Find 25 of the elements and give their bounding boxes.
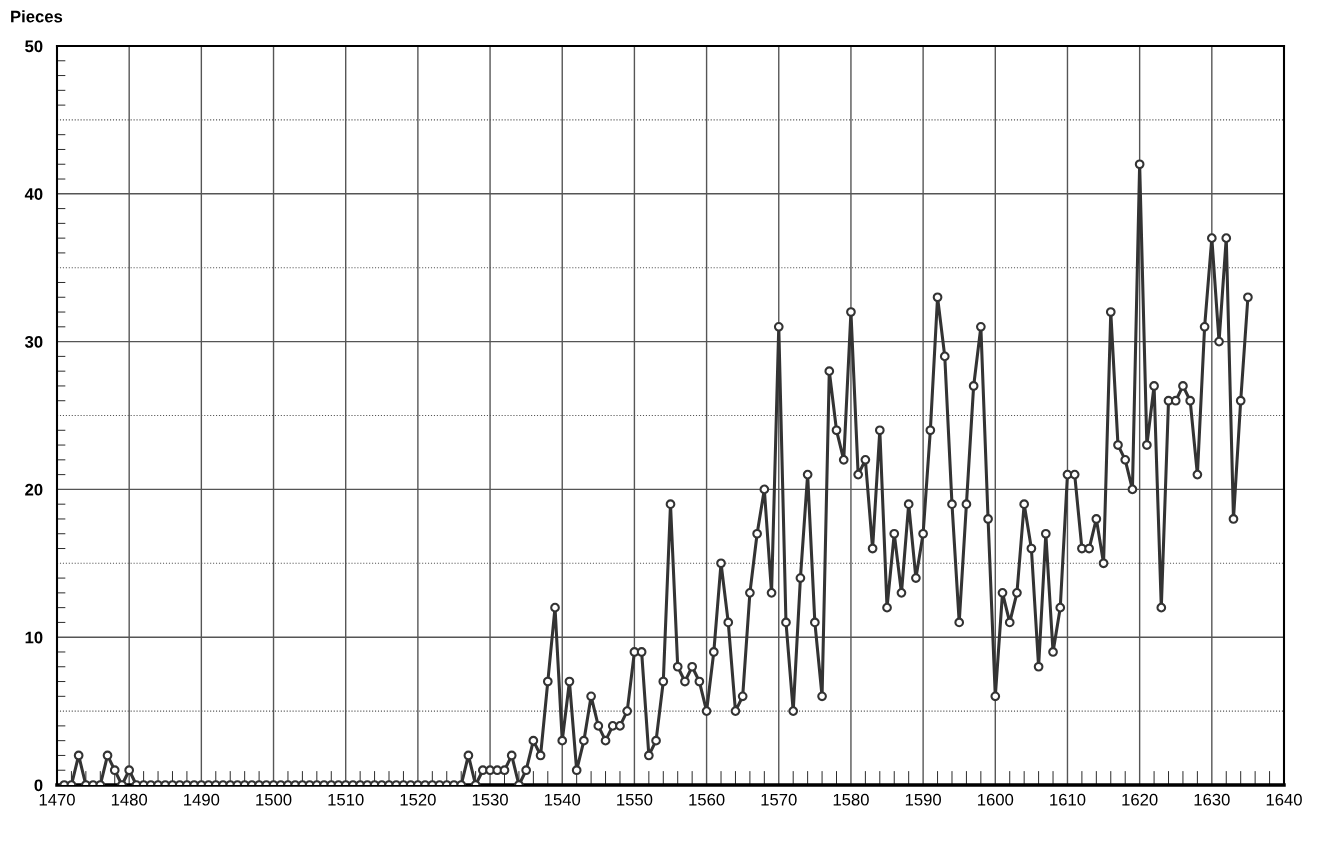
- y-tick-label: 30: [24, 336, 43, 348]
- x-tick-label: 1510: [328, 793, 364, 806]
- x-tick-label: 1610: [1050, 793, 1086, 806]
- x-tick-label: 1630: [1194, 793, 1230, 806]
- y-tick-label: 50: [25, 40, 43, 53]
- x-tick-label: 1500: [256, 793, 292, 806]
- x-tick-label: 1520: [400, 793, 436, 806]
- x-tick-label: 1600: [978, 793, 1014, 806]
- x-tick-label: 1560: [689, 793, 725, 806]
- y-tick-label: 10: [25, 631, 43, 644]
- y-tick-label: 40: [24, 188, 43, 200]
- x-tick-label: 1640: [1266, 793, 1302, 806]
- x-tick-label: 1540: [544, 793, 581, 806]
- x-tick-label: 1480: [111, 793, 148, 806]
- x-tick-label: 1620: [1122, 793, 1158, 806]
- x-tick-label: 1550: [617, 793, 653, 806]
- x-tick-label: 1580: [833, 793, 869, 806]
- x-tick-label: 1490: [184, 793, 220, 806]
- x-tick-label: 1590: [905, 793, 942, 806]
- y-axis-title: Pieces: [11, 10, 63, 23]
- x-tick-label: 1470: [39, 793, 75, 806]
- x-tick-label: 1570: [761, 793, 797, 806]
- x-tick-label: 1530: [472, 793, 508, 806]
- y-tick-label: 0: [34, 779, 43, 792]
- y-tick-label: 20: [25, 483, 43, 496]
